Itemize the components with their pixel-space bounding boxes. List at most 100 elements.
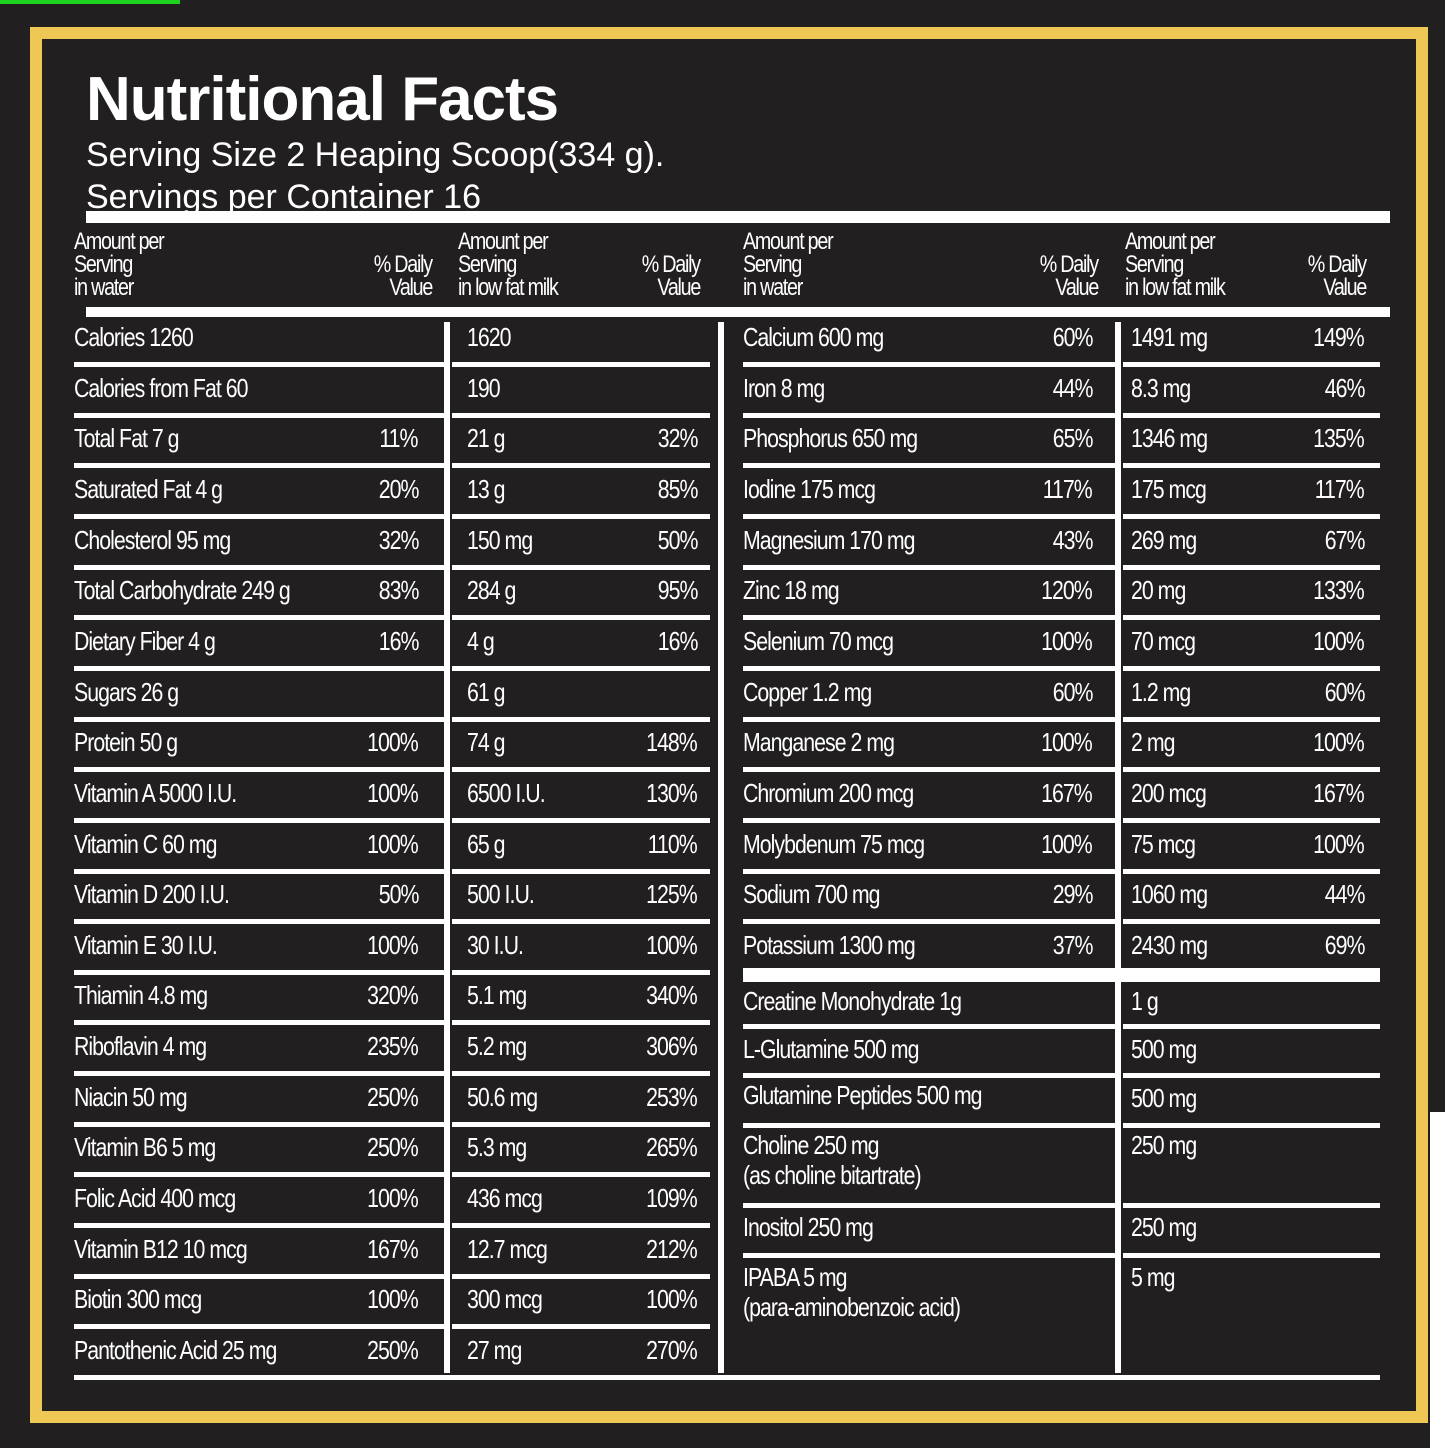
left-row-water: Total Fat 7 g [74,423,201,453]
left-row-water: Total Carbohydrate 249 g [74,575,337,605]
row-rule [74,1122,444,1127]
left-row-water: Vitamin B12 10 mcg [74,1234,285,1264]
left-row-milk-dv: 125% [607,879,698,909]
right-row-milk-text: 20 mg [1131,575,1186,606]
section-rule [743,968,1380,982]
extra-row-note-text: (as choline bitartrate) [743,1160,922,1190]
right-row-milk-text: 1491 mg [1131,322,1208,352]
right-row-milk-dv: 60% [1274,677,1365,707]
left-row-milk: 61 g [467,677,513,707]
right-row-milk-dv: 133% [1274,575,1365,605]
right-row-milk-text: 8.3 mg [1131,372,1191,403]
right-row-water-dv-text: 100% [1041,727,1093,758]
right-row-milk-text: 2430 mg [1131,929,1208,960]
row-rule [743,1024,1115,1029]
right-row-milk: 200 mcg [1131,778,1222,808]
right-row-milk: 75 mcg [1131,829,1209,859]
row-rule [74,1071,444,1076]
header-dv-0-line-0: % Daily [312,251,433,278]
left-row-milk-text: 190 [467,372,501,403]
left-row-water-text: Pantothenic Acid 25 mg [74,1335,277,1365]
extra-row-milk-text: 250 mg [1131,1212,1197,1242]
left-row-milk-dv: 212% [607,1234,698,1264]
right-row-milk-dv-text: 44% [1324,879,1365,910]
header-amount-0-line-0: Amount per [74,228,165,255]
right-row-milk-text: 70 mcg [1131,625,1196,656]
nutrition-panel: Nutritional Facts Serving Size 2 Heaping… [30,27,1428,1423]
row-rule [74,919,444,924]
header-bottom-rule [86,307,1390,317]
header-dv-1-line-0-text: % Daily [641,251,701,278]
row-rule [1123,1203,1380,1208]
right-row-milk: 1346 mg [1131,423,1224,453]
right-row-water-text: Selenium 70 mcg [743,625,894,656]
right-row-water-dv-text: 117% [1042,473,1093,504]
serving-size: Serving Size 2 Heaping Scoop(334 g). [86,136,665,174]
left-row-water: Vitamin D 200 I.U. [74,879,263,909]
header-dv-2-line-1: Value [978,274,1099,301]
right-row-milk-text: 175 mcg [1131,473,1207,504]
left-row-milk-dv: 100% [607,930,698,960]
row-rule [1123,565,1380,570]
row-rule [74,413,444,418]
extra-row-milk-text: 500 mg [1131,1034,1197,1064]
left-row-milk-text: 500 I.U. [467,879,535,910]
left-row-water-dv: 32% [328,525,419,555]
right-row-water: Phosphorus 650 mg [743,423,955,453]
left-row-water-dv: 50% [328,879,419,909]
row-rule [743,1203,1115,1208]
right-row-milk-dv-text: 135% [1313,423,1365,454]
header-amount-1-line-2: in low fat milk [458,274,559,301]
row-rule [74,970,444,975]
row-rule [1123,919,1380,924]
left-row-water-text: Vitamin D 200 I.U. [74,879,230,910]
left-row-water: Biotin 300 mcg [74,1284,229,1314]
row-rule [743,1253,1115,1258]
left-row-milk-dv: 340% [607,980,698,1010]
extra-row-name-text: IPABA 5 mg [743,1262,848,1292]
row-rule [452,362,710,367]
right-row-milk: 269 mg [1131,525,1211,555]
left-row-water-dv-text: 250% [367,1081,419,1112]
left-row-milk-dv-text: 253% [646,1081,698,1112]
header-dv-0-line-0-text: % Daily [373,251,433,278]
right-row-water-text: Copper 1.2 mg [743,676,872,707]
header-amount-1-line-1: Serving [458,251,517,278]
left-row-milk-dv-text: 16% [657,625,698,656]
row-rule [743,615,1115,620]
left-row-milk-text: 436 mcg [467,1183,543,1214]
right-row-milk-dv-text: 67% [1324,524,1365,555]
header-dv-3-line-1: Value [1246,276,1367,300]
extra-row-milk-text: 1 g [1131,986,1159,1016]
row-rule [743,919,1115,924]
right-row-water: Potassium 1300 mg [743,930,952,960]
left-row-milk: 5.1 mg [467,980,539,1010]
left-row-milk-text: 30 I.U. [467,929,524,960]
left-row-water-dv: 167% [328,1233,419,1264]
header-dv-2-line-1-text: Value [1055,274,1099,301]
left-row-milk: 65 g [467,829,513,859]
left-row-water: Protein 50 g [74,727,200,757]
left-row-milk-dv-text: 95% [657,575,698,606]
header-dv-0-line-1: Value [312,276,433,300]
header-dv-2-line-0: % Daily [978,253,1099,277]
left-row-milk-dv-text: 265% [646,1132,698,1163]
right-row-milk-dv: 46% [1274,373,1365,403]
left-row-water-text: Saturated Fat 4 g [74,473,223,504]
row-rule [743,565,1115,570]
right-row-milk-dv: 149% [1274,322,1365,352]
extra-row-milk-text: 500 mg [1131,1083,1197,1113]
right-row-milk: 8.3 mg [1131,373,1203,403]
left-row-milk: 190 [467,373,507,403]
extra-row-name: L-Glutamine 500 mg [743,1034,957,1064]
right-row-water-dv: 120% [1002,575,1093,605]
header-dv-3-line-0: % Daily [1246,253,1367,277]
right-row-water-dv: 60% [1002,322,1093,352]
right-row-milk: 20 mg [1131,575,1197,605]
left-row-milk-text: 284 g [467,575,516,606]
row-rule [1123,413,1380,418]
left-row-water-dv-text: 100% [367,828,419,859]
left-row-water-dv-text: 100% [367,727,419,758]
left-row-water-dv-text: 167% [367,1233,419,1264]
row-rule [452,1071,710,1076]
